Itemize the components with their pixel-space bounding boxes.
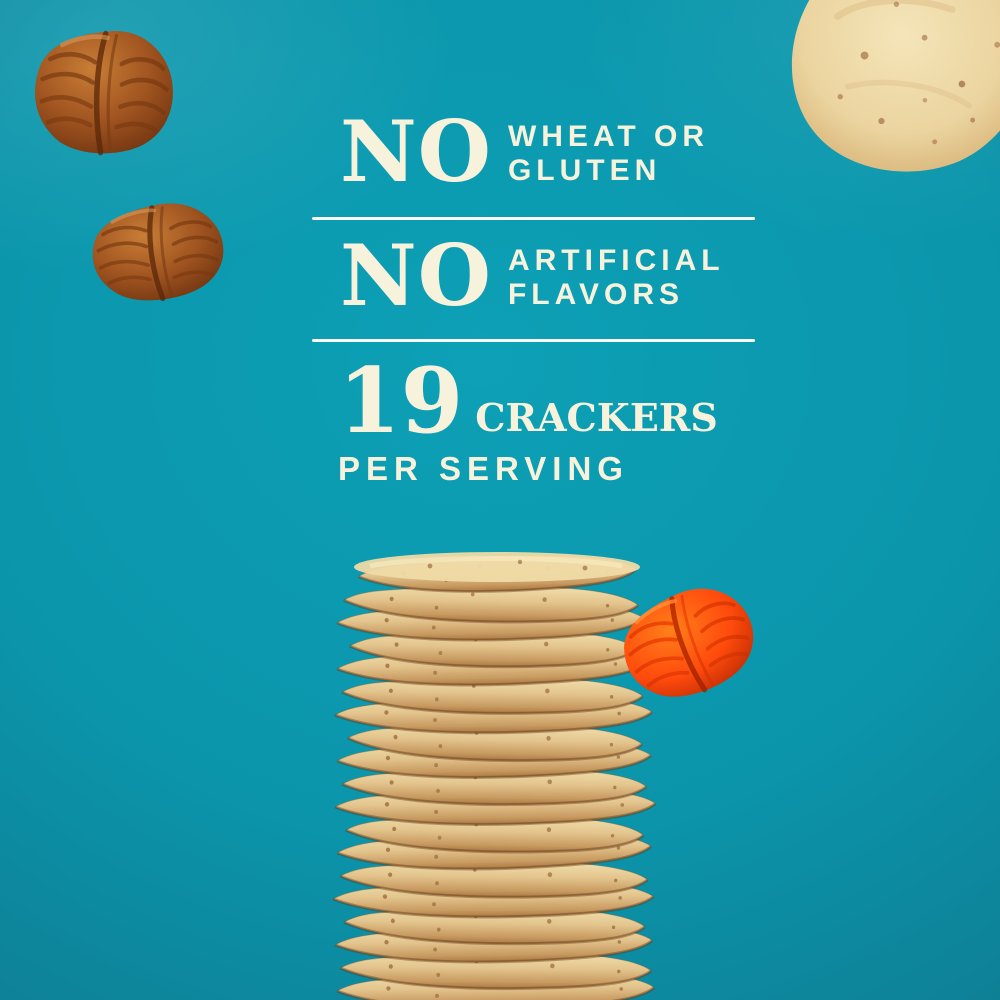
pecan-mid-left-image [89,199,228,305]
claim-no-wheat-gluten: NO WHEAT OR GLUTEN [340,102,709,201]
claim-crackers-per-serving: 19 CRACKERS PER SERVING [338,348,718,487]
claim-line-1: WHEAT OR [507,120,710,153]
claim-lines: ARTIFICIAL FLAVORS [508,244,725,312]
claim-prefix: NO [340,226,492,325]
serving-unit: CRACKERS [475,395,718,440]
serving-top-line: 19 CRACKERS [338,348,718,454]
divider [312,217,755,220]
cracker-stack-image [331,551,658,1000]
claim-line-1: ARTIFICIAL [507,244,725,277]
pecan-top-left-image [31,26,177,159]
claim-line-2: FLAVORS [507,278,685,311]
serving-second-line: PER SERVING [338,450,629,487]
cracker-top-right-image [791,0,1000,172]
divider [312,339,755,342]
claim-prefix: NO [340,102,492,201]
claim-lines: WHEAT OR GLUTEN [508,120,709,188]
serving-count: 19 [338,348,464,454]
claim-line-2: GLUTEN [507,154,662,187]
claim-no-artificial-flavors: NO ARTIFICIAL FLAVORS [340,226,725,325]
